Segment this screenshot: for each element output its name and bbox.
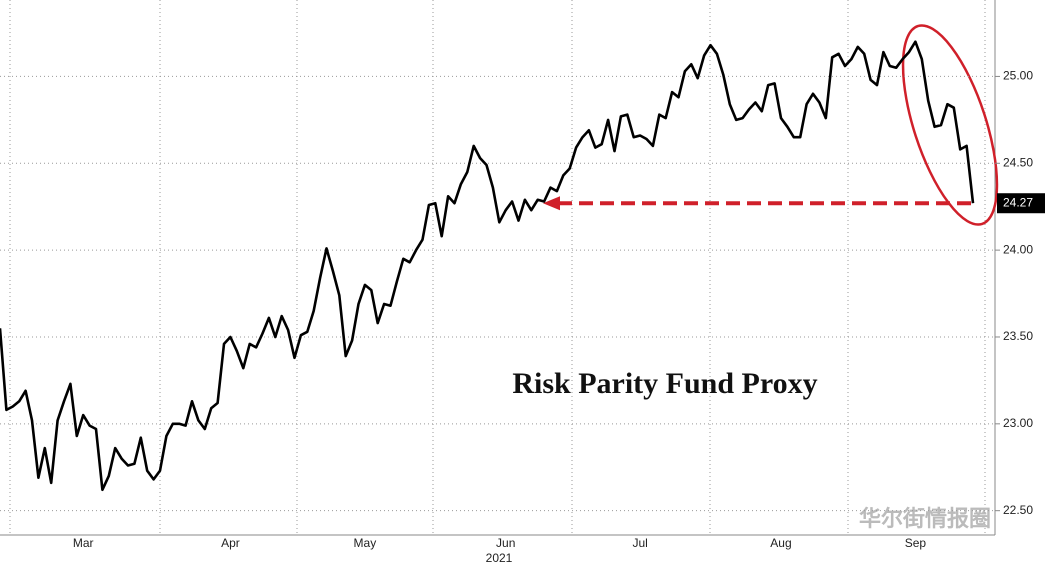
arrow-annotation [543, 196, 975, 211]
x-tick-label: Jul [632, 536, 647, 550]
x-tick-label: Jun [496, 536, 515, 550]
y-tick-label: 23.00 [1003, 416, 1033, 430]
x-axis-label: 2021 [486, 551, 513, 565]
y-tick-label: 23.50 [1003, 329, 1033, 343]
x-tick-label: Aug [770, 536, 791, 550]
x-tick-label: Sep [905, 536, 927, 550]
month-grid [9, 0, 986, 535]
x-tick-label: May [354, 536, 377, 550]
y-tick-label: 25.00 [1003, 69, 1033, 83]
price-line [0, 40, 975, 492]
x-tick-label: Apr [221, 536, 240, 550]
last-value-label: 24.27 [1003, 195, 1033, 209]
y-tick-label: 22.50 [1003, 503, 1033, 517]
watermark: 华尔街情报圈 [859, 506, 991, 531]
x-tick-label: Mar [73, 536, 94, 550]
last-value-box [997, 193, 1045, 214]
arrow-head [543, 196, 560, 211]
y-tick-label: 24.50 [1003, 155, 1033, 169]
highlight-ellipse [901, 24, 999, 226]
y-tick-label: 24.00 [1003, 242, 1033, 256]
annotation: Risk Parity Fund Proxy [512, 367, 817, 400]
